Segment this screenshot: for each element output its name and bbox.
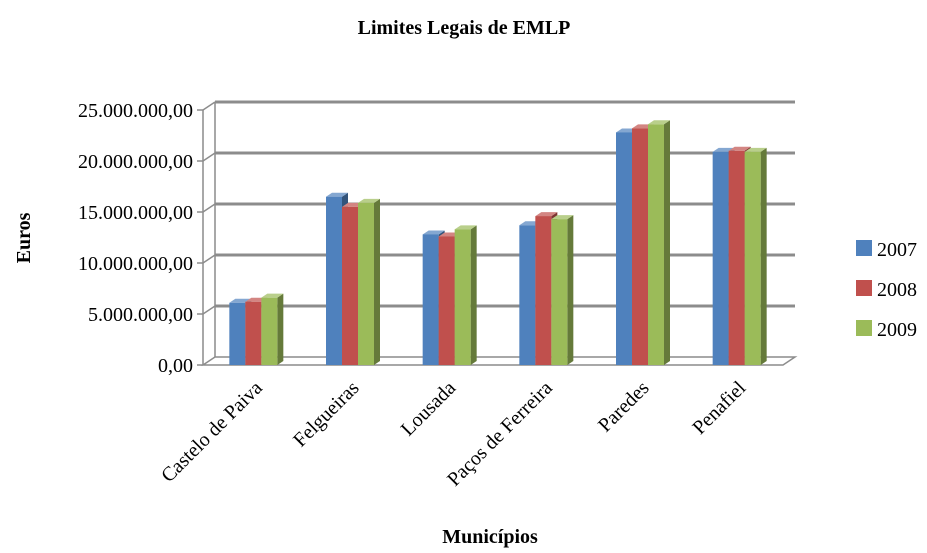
legend-swatch <box>856 280 872 296</box>
bar <box>358 198 380 365</box>
bar-top <box>535 212 558 217</box>
chart-title: Limites Legais de EMLP <box>358 17 571 39</box>
bar-top <box>648 120 670 125</box>
bar-front <box>712 151 729 365</box>
gridlines <box>202 100 795 315</box>
x-tick-label: Lousada <box>397 377 461 441</box>
bar-front <box>648 124 664 365</box>
bar-top <box>326 192 348 197</box>
legend-label: 2007 <box>877 239 917 261</box>
y-axis-ticks: 0,00 5.000.000,00 10.000.000,00 15.000.000,… <box>78 100 203 377</box>
floor <box>200 356 798 366</box>
bar-front <box>326 196 342 365</box>
gridline-side <box>202 203 216 213</box>
x-axis-title: Municípios <box>442 526 538 548</box>
bar-top <box>551 215 574 220</box>
y-tick-label: 20.000.000,00 <box>78 151 193 173</box>
bar-front <box>728 150 745 365</box>
x-tick-label: Castelo de Paiva <box>157 377 267 487</box>
bar-front <box>261 297 278 365</box>
bar-top <box>728 146 751 151</box>
y-axis-title: Euros <box>13 212 35 263</box>
bar <box>648 120 670 365</box>
bar-top <box>744 147 767 152</box>
bar-side <box>374 198 380 365</box>
gridline-side <box>202 254 216 264</box>
y-tick-label: 5.000.000,00 <box>88 304 193 326</box>
x-tick-label: Paços de Ferreira <box>443 377 557 491</box>
bar-side <box>567 215 574 365</box>
y-tick-label: 15.000.000,00 <box>78 202 193 224</box>
bar-side <box>277 293 284 365</box>
y-tick-label: 10.000.000,00 <box>78 253 193 275</box>
bar-front <box>454 229 471 365</box>
y-tick-label: 25.000.000,00 <box>78 100 193 122</box>
bar-top <box>358 198 380 203</box>
bar-side <box>664 120 670 365</box>
bar <box>551 215 574 365</box>
bar-front <box>438 236 455 365</box>
bar-front <box>519 225 536 365</box>
bar-front <box>422 234 439 365</box>
bar-top <box>454 225 477 230</box>
legend: 2007 2008 2009 <box>856 239 917 341</box>
bars <box>229 120 767 365</box>
bar-front <box>632 128 648 365</box>
chart-walls <box>200 102 798 366</box>
legend-swatch <box>856 240 872 256</box>
bar-side <box>760 147 767 365</box>
gridline-side <box>202 101 216 111</box>
bar-top <box>261 293 284 298</box>
bar-front <box>245 301 262 365</box>
x-tick-label: Paredes <box>594 377 654 437</box>
gridline-side <box>202 305 216 315</box>
bar-front <box>744 151 761 365</box>
bar-front <box>535 216 552 365</box>
y-tick-label: 0,00 <box>158 355 193 377</box>
bar-front <box>358 202 374 365</box>
legend-label: 2008 <box>877 279 917 301</box>
gridline-side <box>202 152 216 162</box>
bar <box>454 225 477 365</box>
x-tick-label: Felgueiras <box>289 377 364 452</box>
bar <box>261 293 284 365</box>
bar-front <box>616 132 632 365</box>
legend-swatch <box>856 320 872 336</box>
bar-front <box>551 219 568 365</box>
bar-side <box>470 225 477 365</box>
legend-label: 2009 <box>877 319 917 341</box>
bar <box>744 147 767 365</box>
bar-front <box>229 302 246 365</box>
x-tick-label: Penafiel <box>688 377 750 439</box>
bar-top <box>422 230 445 235</box>
bar-front <box>342 206 358 365</box>
